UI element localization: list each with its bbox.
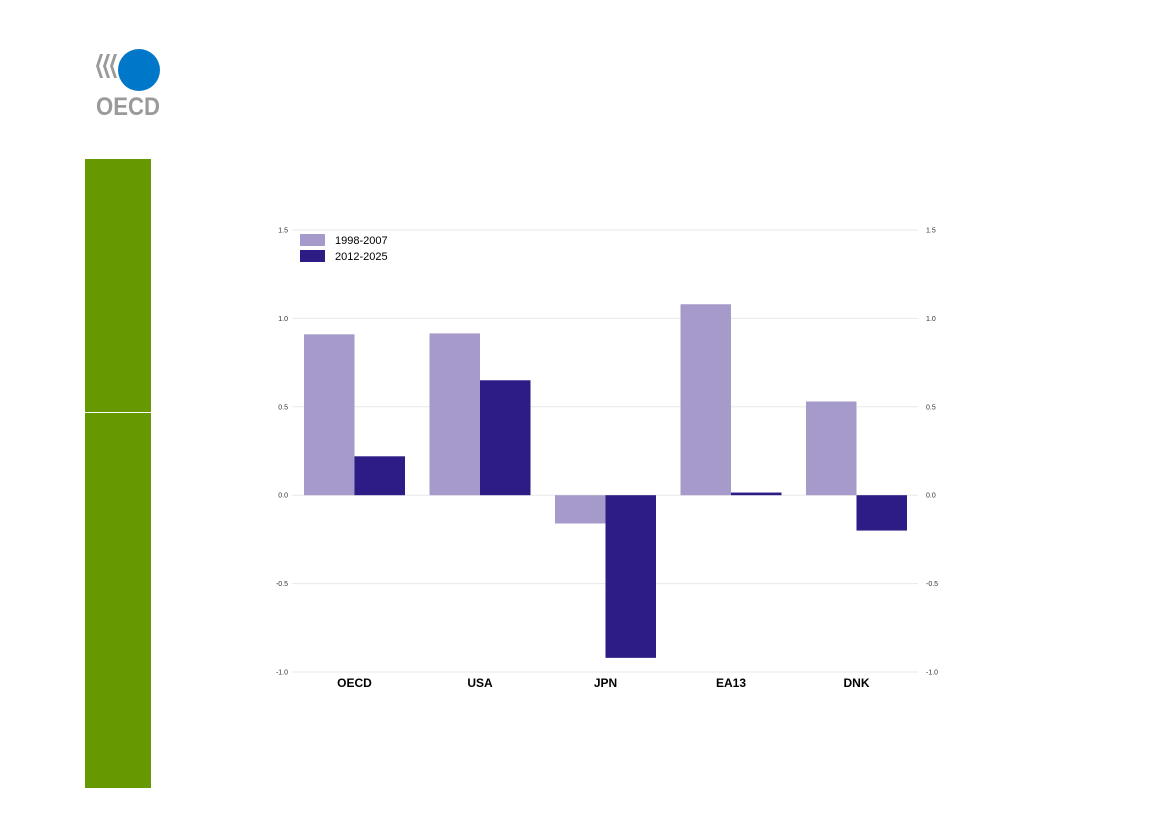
logo-emblem bbox=[96, 49, 160, 91]
y-tick-label-left: 1.0 bbox=[278, 316, 288, 323]
sidebar-top-block bbox=[85, 159, 151, 412]
bar-ea13-series-1 bbox=[680, 304, 731, 496]
x-category-label: EA13 bbox=[716, 676, 746, 690]
bar-dnk-series-2 bbox=[856, 495, 907, 531]
x-category-label: DNK bbox=[844, 676, 870, 690]
y-tick-label-right: 1.0 bbox=[926, 316, 936, 323]
y-tick-label-left: 1.5 bbox=[278, 228, 288, 235]
bar-jpn-series-1 bbox=[555, 495, 606, 524]
category-labels: OECD USA JPN EA13 DNK bbox=[337, 676, 870, 690]
y-tick-label-right: 0.5 bbox=[926, 404, 936, 411]
x-category-label: OECD bbox=[337, 676, 372, 690]
bar-usa-series-1 bbox=[429, 333, 480, 496]
y-tick-label-left: 0.5 bbox=[278, 404, 288, 411]
bar-jpn-series-2 bbox=[605, 495, 656, 658]
y-tick-label-right: 0.0 bbox=[926, 493, 936, 500]
x-category-label: USA bbox=[467, 676, 493, 690]
legend-label: 1998-2007 bbox=[335, 235, 388, 247]
legend: 1998-2007 2012-2025 bbox=[300, 234, 388, 263]
legend-swatch bbox=[300, 250, 325, 262]
bar-usa-series-2 bbox=[480, 380, 531, 496]
y-tick-label-right: -0.5 bbox=[926, 581, 938, 588]
y-tick-label-left: -0.5 bbox=[276, 581, 288, 588]
legend-swatch bbox=[300, 234, 325, 246]
bar-dnk-series-1 bbox=[806, 401, 857, 496]
sidebar-bottom-block bbox=[85, 413, 151, 788]
legend-label: 2012-2025 bbox=[335, 251, 388, 263]
y-tick-label-right: -1.0 bbox=[926, 670, 938, 677]
logo-text: OECD bbox=[96, 93, 160, 118]
bars bbox=[304, 304, 907, 658]
oecd-logo: OECD bbox=[96, 49, 160, 118]
bar-oecd-series-1 bbox=[304, 334, 355, 496]
y-tick-label-left: -1.0 bbox=[276, 670, 288, 677]
y-tick-label-left: 0.0 bbox=[278, 493, 288, 500]
axis-ticks: 1.5 1.5 1.0 1.0 0.5 0.5 0.0 0.0 -0.5 -0.5 -1.0 -1.0 bbox=[276, 228, 938, 677]
bar-oecd-series-2 bbox=[354, 456, 405, 496]
bar-ea13-series-2 bbox=[731, 492, 782, 496]
y-tick-label-right: 1.5 bbox=[926, 228, 936, 235]
x-category-label: JPN bbox=[594, 676, 617, 690]
